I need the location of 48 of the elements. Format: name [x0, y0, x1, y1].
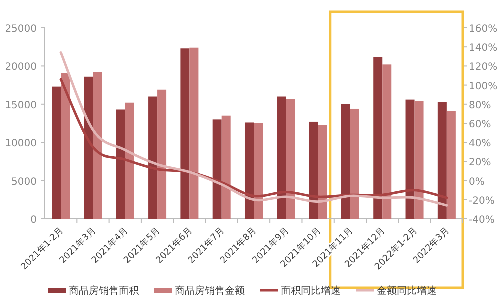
y2-tick-label: 0%: [469, 176, 485, 188]
bar: [309, 122, 318, 219]
bar: [52, 86, 62, 219]
bar: [222, 116, 231, 219]
bar: [341, 104, 350, 219]
y2-tick-label: 60%: [469, 120, 492, 130]
bar: [93, 72, 102, 219]
bar: [406, 100, 415, 219]
y-tick-label: 10000: [5, 138, 37, 150]
bar: [374, 57, 383, 219]
y-tick-label: 0: [30, 215, 37, 226]
y2-tick-label: 120%: [469, 62, 498, 74]
legend-label: 商品房销售面积: [69, 285, 139, 297]
line-series: [60, 52, 448, 207]
legend-label: 面积同比增速: [281, 285, 341, 297]
bar: [158, 90, 167, 219]
bar: [125, 102, 134, 219]
bar: [244, 122, 254, 219]
bar: [180, 48, 190, 219]
y2-tick-label: 140%: [469, 43, 498, 54]
y2-tick-label: 40%: [469, 138, 492, 150]
bar: [212, 120, 222, 219]
bar: [446, 111, 456, 219]
bar: [116, 110, 126, 219]
bar: [286, 99, 296, 219]
y2-tick-label: 20%: [469, 158, 492, 169]
y-tick-label: 25000: [5, 24, 37, 35]
bar: [438, 102, 447, 219]
y-tick-label: 5000: [12, 176, 37, 188]
y2-tick-label: -20%: [469, 196, 495, 207]
y2-tick-label: 80%: [469, 100, 492, 112]
bar: [382, 64, 392, 219]
bar: [318, 125, 328, 219]
bar: [254, 124, 264, 219]
y-tick-label: 15000: [5, 100, 37, 112]
bar: [190, 48, 199, 219]
legend-label: 金额同比增速: [377, 285, 437, 297]
y2-tick-label: 160%: [469, 24, 498, 35]
legend-label: 商品房销售金额: [175, 285, 245, 297]
bar: [350, 108, 360, 219]
bar: [414, 101, 424, 219]
bar: [84, 76, 94, 219]
y2-tick-label: 100%: [469, 81, 498, 92]
bar: [61, 73, 70, 219]
bar: [148, 96, 158, 219]
y2-tick-label: -40%: [469, 215, 495, 226]
bar: [277, 96, 286, 219]
y-tick-label: 20000: [5, 62, 37, 74]
